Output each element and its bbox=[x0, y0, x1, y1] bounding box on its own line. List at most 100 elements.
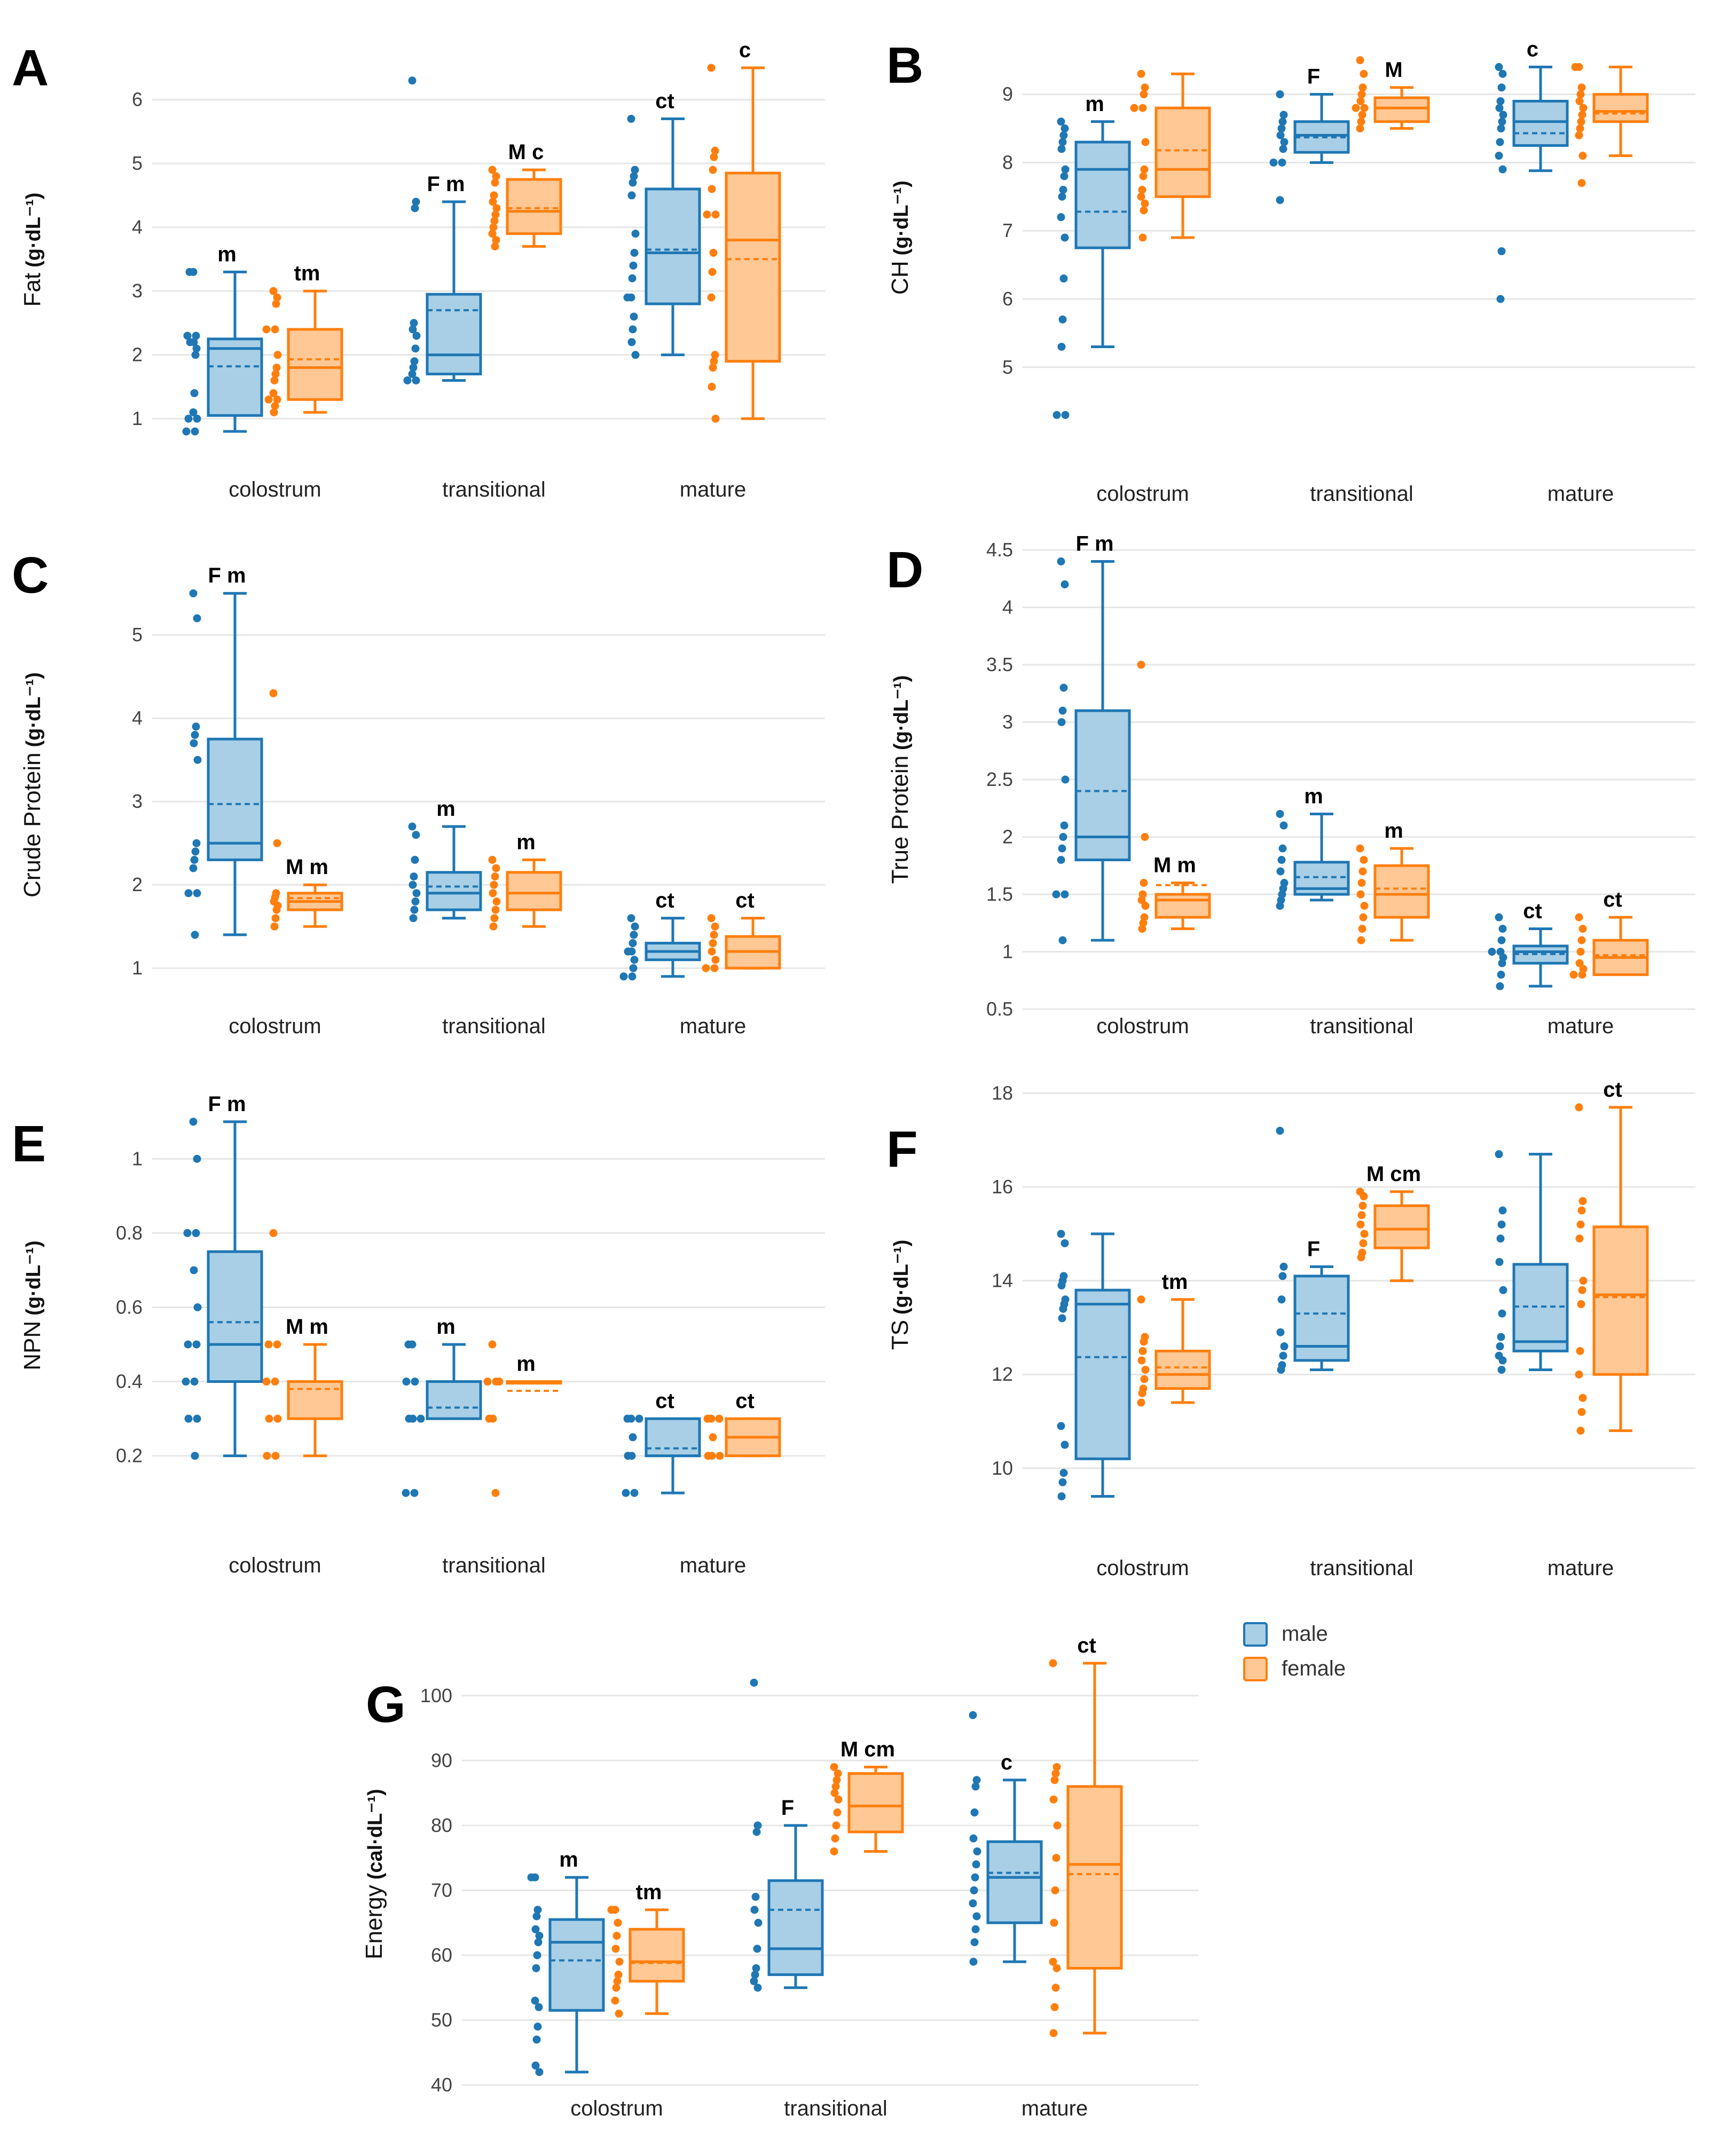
data-point bbox=[1061, 165, 1070, 174]
data-point bbox=[628, 274, 637, 282]
significance-label: M cm bbox=[1366, 1162, 1421, 1186]
data-point bbox=[412, 376, 420, 384]
data-point bbox=[1357, 936, 1365, 945]
data-point bbox=[1140, 1338, 1148, 1346]
data-point bbox=[532, 1964, 540, 1972]
data-point bbox=[491, 1489, 500, 1497]
x-category-label: colostrum bbox=[1096, 1556, 1189, 1580]
data-point bbox=[1578, 925, 1587, 933]
data-point bbox=[1578, 1286, 1586, 1294]
data-point bbox=[970, 1886, 978, 1894]
data-point bbox=[490, 880, 498, 889]
data-point bbox=[753, 1945, 761, 1953]
data-point bbox=[1577, 1407, 1586, 1416]
data-point bbox=[1059, 186, 1067, 194]
data-point bbox=[1498, 959, 1506, 967]
significance-label: ct bbox=[655, 1389, 674, 1413]
data-point bbox=[629, 1433, 637, 1442]
box-iqr bbox=[986, 1840, 1043, 1924]
data-point bbox=[193, 1154, 201, 1163]
data-point bbox=[1358, 925, 1366, 933]
y-axis-label-unit: (g·dL⁻¹) bbox=[890, 1240, 913, 1315]
male-box-mature: c bbox=[1495, 38, 1569, 303]
data-point bbox=[491, 906, 500, 914]
y-tick-label: 40 bbox=[431, 2074, 452, 2096]
significance-label: F bbox=[781, 1796, 794, 1820]
data-point bbox=[1050, 2003, 1059, 2011]
data-point bbox=[412, 831, 420, 839]
data-point bbox=[631, 922, 639, 931]
data-point bbox=[708, 382, 716, 391]
box-iqr bbox=[506, 871, 562, 911]
data-point bbox=[972, 1776, 981, 1784]
data-point bbox=[535, 2003, 543, 2011]
data-point bbox=[1057, 213, 1065, 222]
data-point bbox=[1278, 844, 1287, 853]
y-axis-label-unit: (g·dL⁻¹) bbox=[22, 672, 45, 747]
data-point bbox=[1499, 111, 1507, 119]
female-box-colostrum: M m bbox=[1137, 660, 1211, 933]
significance-label: tm bbox=[294, 262, 320, 285]
y-tick-label: 7 bbox=[1002, 219, 1013, 241]
significance-label: M m bbox=[286, 1315, 328, 1339]
significance-label: F bbox=[1307, 1237, 1320, 1261]
data-point bbox=[1360, 104, 1369, 112]
data-point bbox=[1061, 124, 1069, 133]
data-point bbox=[629, 964, 638, 972]
significance-label: tm bbox=[1162, 1270, 1188, 1294]
data-point bbox=[192, 1229, 200, 1237]
significance-label: m bbox=[1085, 92, 1104, 116]
y-tick-label: 100 bbox=[420, 1685, 452, 1706]
data-point bbox=[412, 889, 421, 898]
box-iqr bbox=[1592, 1225, 1649, 1376]
x-category-label: mature bbox=[1548, 1014, 1614, 1038]
data-point bbox=[1359, 913, 1368, 922]
data-point bbox=[193, 1414, 201, 1423]
data-point bbox=[191, 1452, 199, 1460]
data-point bbox=[1138, 1347, 1147, 1355]
female-box-colostrum: tm bbox=[607, 1881, 685, 2018]
data-point bbox=[972, 1860, 980, 1869]
significance-label: ct bbox=[735, 1389, 755, 1413]
female-box-transitional: M cm bbox=[830, 1737, 904, 1855]
y-tick-label: 12 bbox=[992, 1363, 1013, 1385]
box-iqr bbox=[506, 178, 562, 235]
data-point bbox=[1279, 145, 1287, 153]
significance-label: c bbox=[739, 38, 751, 62]
data-point bbox=[186, 338, 194, 347]
data-point bbox=[1058, 138, 1067, 146]
y-axis-label: Crude Protein (g·dL⁻¹) bbox=[19, 672, 45, 898]
data-point bbox=[703, 1414, 712, 1423]
data-point bbox=[1276, 1127, 1284, 1135]
box-iqr bbox=[1373, 96, 1430, 123]
data-point bbox=[631, 351, 640, 359]
y-tick-label: 6 bbox=[1002, 288, 1013, 310]
data-point bbox=[1138, 925, 1146, 933]
data-point bbox=[491, 242, 499, 251]
data-point bbox=[1577, 1206, 1586, 1215]
data-point bbox=[1058, 315, 1067, 324]
data-point bbox=[1057, 145, 1066, 153]
data-point bbox=[969, 1711, 977, 1719]
data-point bbox=[1141, 83, 1149, 92]
x-category-label: transitional bbox=[442, 478, 545, 501]
data-point bbox=[1139, 172, 1148, 180]
data-point bbox=[615, 2009, 623, 2018]
y-tick-label: 1 bbox=[132, 407, 143, 429]
data-point bbox=[1496, 295, 1505, 303]
data-point bbox=[612, 1931, 621, 1940]
data-point bbox=[1357, 1253, 1365, 1262]
data-point bbox=[1360, 902, 1369, 910]
data-point bbox=[533, 1951, 541, 1960]
y-axis-label-name: CH bbox=[887, 261, 913, 295]
data-point bbox=[410, 1489, 419, 1497]
significance-label: c bbox=[1527, 38, 1538, 61]
data-point bbox=[411, 204, 419, 213]
data-point bbox=[1496, 982, 1504, 990]
male-box-transitional: F bbox=[1269, 65, 1350, 204]
data-point bbox=[1575, 959, 1584, 967]
data-point bbox=[611, 1996, 619, 2005]
data-point bbox=[1578, 111, 1586, 119]
y-axis-label-name: Energy bbox=[361, 1885, 387, 1959]
